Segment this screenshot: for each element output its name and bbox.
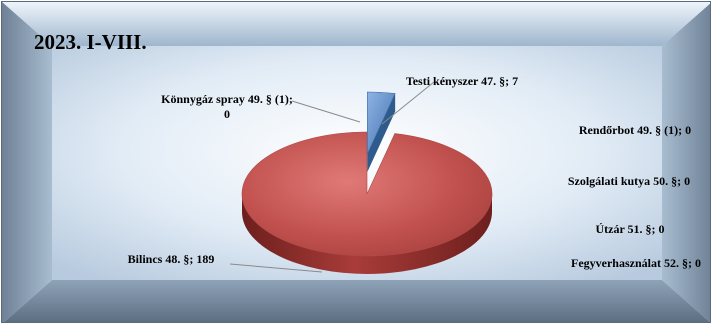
bevel-left	[2, 2, 52, 322]
slice-label: Rendőrbot 49. § (1); 0	[578, 123, 692, 137]
pie-slice-side	[242, 194, 492, 274]
leader-line	[291, 100, 361, 123]
leader-lines	[229, 81, 435, 273]
leader-line	[229, 263, 323, 273]
slice-label: Testi kényszer 47. §; 7	[405, 74, 519, 88]
pie-slice-side	[367, 93, 396, 172]
slice-label: Útzár 51. §; 0	[595, 222, 665, 236]
bevel-right	[662, 3, 710, 322]
leader-line	[381, 81, 435, 125]
pie-chart	[241, 91, 493, 274]
bevel-top	[2, 2, 710, 46]
pie-slice	[367, 91, 396, 155]
slice-label: Szolgálati kutya 50. §; 0	[567, 174, 691, 188]
chart-canvas	[2, 2, 710, 322]
slice-label: Bilincs 48. §; 189	[127, 252, 215, 266]
slice-label: Könnygáz spray 49. § (1); 0	[161, 92, 293, 121]
bevel-bottom	[4, 280, 710, 322]
slice-label: Fegyverhasználat 52. §; 0	[571, 256, 701, 270]
pie-slice	[241, 131, 493, 257]
chart-title: 2023. I-VIII.	[34, 30, 147, 54]
